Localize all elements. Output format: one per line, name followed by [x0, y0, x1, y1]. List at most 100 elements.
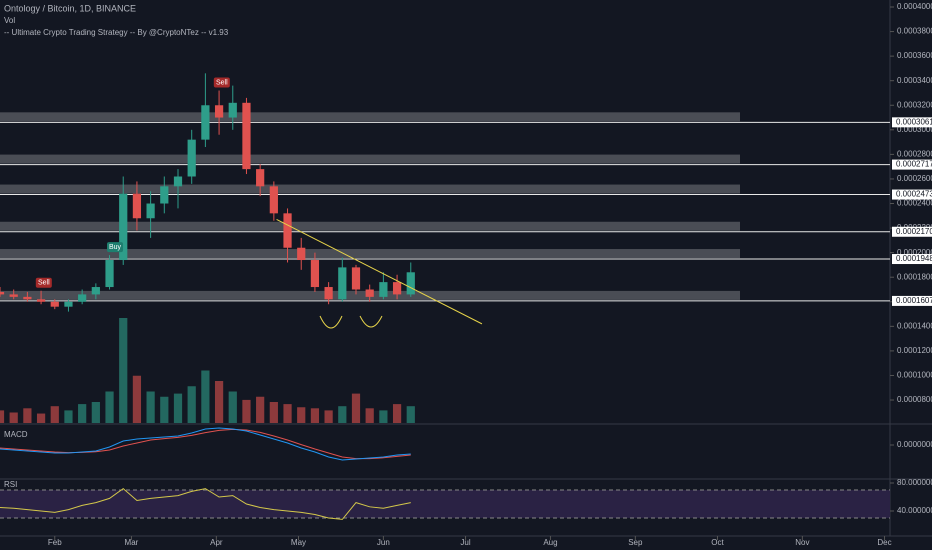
zone	[0, 221, 740, 231]
y-tick-label: 0.00030000	[897, 125, 932, 134]
volume-bar	[0, 410, 5, 423]
volume-bar	[50, 406, 59, 423]
y-tick-label: 0.00032000	[897, 100, 932, 109]
y-tick-label: 0.00028000	[897, 149, 932, 158]
y-tick-label: 0.00036000	[897, 51, 932, 60]
candle-body	[269, 186, 278, 214]
candle-body	[406, 272, 415, 295]
volume-bar	[379, 410, 388, 423]
x-tick-label: Oct	[711, 538, 724, 547]
candle-body	[242, 102, 251, 170]
x-tick-label: Dec	[877, 538, 891, 547]
volume-bar	[64, 410, 73, 423]
volume-bar	[187, 386, 196, 423]
y-tick-label: 0.00020000	[897, 248, 932, 257]
volume-bar	[160, 396, 169, 423]
x-tick-label: Feb	[48, 538, 62, 547]
level-label-box	[892, 159, 932, 170]
volume-bar	[132, 375, 142, 423]
candle-body	[132, 193, 142, 219]
candle-body	[365, 289, 374, 297]
level-label: 0.00016070	[896, 296, 932, 305]
y-tick-label: 0.00010000	[897, 371, 932, 380]
rsi-tick-label: 40.000000	[897, 506, 932, 515]
candle-body	[392, 282, 402, 295]
candle-body	[36, 299, 46, 302]
candle-body	[91, 287, 100, 295]
level-label-box	[892, 254, 932, 265]
candle-body	[351, 267, 361, 290]
candle-body	[0, 291, 5, 295]
level-label-box	[892, 117, 932, 128]
candle-body	[146, 203, 155, 219]
signal-box	[213, 77, 230, 88]
y-tick-label: 0.00012000	[897, 346, 932, 355]
candle-body	[310, 260, 320, 288]
volume-bar	[36, 413, 46, 423]
volume-bar	[146, 391, 155, 423]
y-tick-label: 0.00008000	[897, 395, 932, 404]
volume-bar	[173, 393, 183, 423]
volume-bar	[91, 402, 100, 423]
volume-bar	[297, 407, 306, 423]
volume-bar	[310, 408, 320, 423]
signal-box	[35, 277, 52, 288]
volume-bar	[392, 404, 402, 423]
rsi-label: RSI	[4, 480, 17, 489]
volume-bar	[365, 408, 374, 423]
volume-bar	[9, 412, 18, 423]
volume-bar	[228, 391, 237, 423]
y-tick-label: 0.00024000	[897, 199, 932, 208]
candle-body	[173, 176, 183, 187]
x-tick-label: Mar	[125, 538, 139, 547]
volume-bar	[256, 396, 265, 423]
volume-bar	[105, 391, 114, 423]
zone	[0, 154, 740, 164]
x-tick-label: May	[291, 538, 306, 547]
volume-bar	[201, 370, 210, 423]
candle-body	[228, 102, 237, 118]
level-label-box	[892, 189, 932, 200]
signal-label: Sell	[216, 79, 228, 86]
y-tick-label: 0.00034000	[897, 76, 932, 85]
macd-label: MACD	[4, 430, 28, 439]
x-tick-label: Apr	[210, 538, 223, 547]
volume-bar	[338, 406, 347, 423]
candle-body	[78, 294, 87, 302]
volume-bar	[269, 402, 278, 423]
candle-body	[338, 267, 347, 300]
pattern-arc	[319, 315, 343, 329]
x-tick-label: Sep	[628, 538, 643, 547]
signal-box	[107, 242, 124, 253]
candle-body	[160, 186, 169, 204]
zone	[0, 112, 740, 122]
x-tick-label: Nov	[795, 538, 809, 547]
y-tick-label: 0.00038000	[897, 27, 932, 36]
candle-body	[214, 105, 224, 118]
strategy-label: -- Ultimate Crypto Trading Strategy -- B…	[4, 28, 229, 37]
candle-body	[9, 294, 18, 297]
volume-bar	[23, 408, 32, 423]
pattern-arc	[359, 315, 383, 328]
candle-body	[201, 105, 210, 140]
volume-bar	[119, 318, 128, 423]
candle-body	[64, 301, 73, 307]
signal-label: Sell	[38, 280, 50, 287]
volume-bar	[78, 404, 87, 423]
y-tick-label: 0.00026000	[897, 174, 932, 183]
volume-label: Vol	[4, 16, 15, 25]
volume-bar	[242, 399, 251, 423]
zone	[0, 249, 740, 259]
volume-bar	[283, 404, 292, 423]
y-tick-label: 0.00018000	[897, 272, 932, 281]
candle-body	[297, 247, 306, 261]
chart-title: Ontology / Bitcoin, 1D, BINANCE	[4, 3, 136, 13]
x-tick-label: Jun	[377, 538, 390, 547]
volume-bar	[214, 381, 224, 423]
macd-tick-label: 0.00000000	[897, 440, 932, 449]
signal-label: Buy	[109, 244, 122, 251]
